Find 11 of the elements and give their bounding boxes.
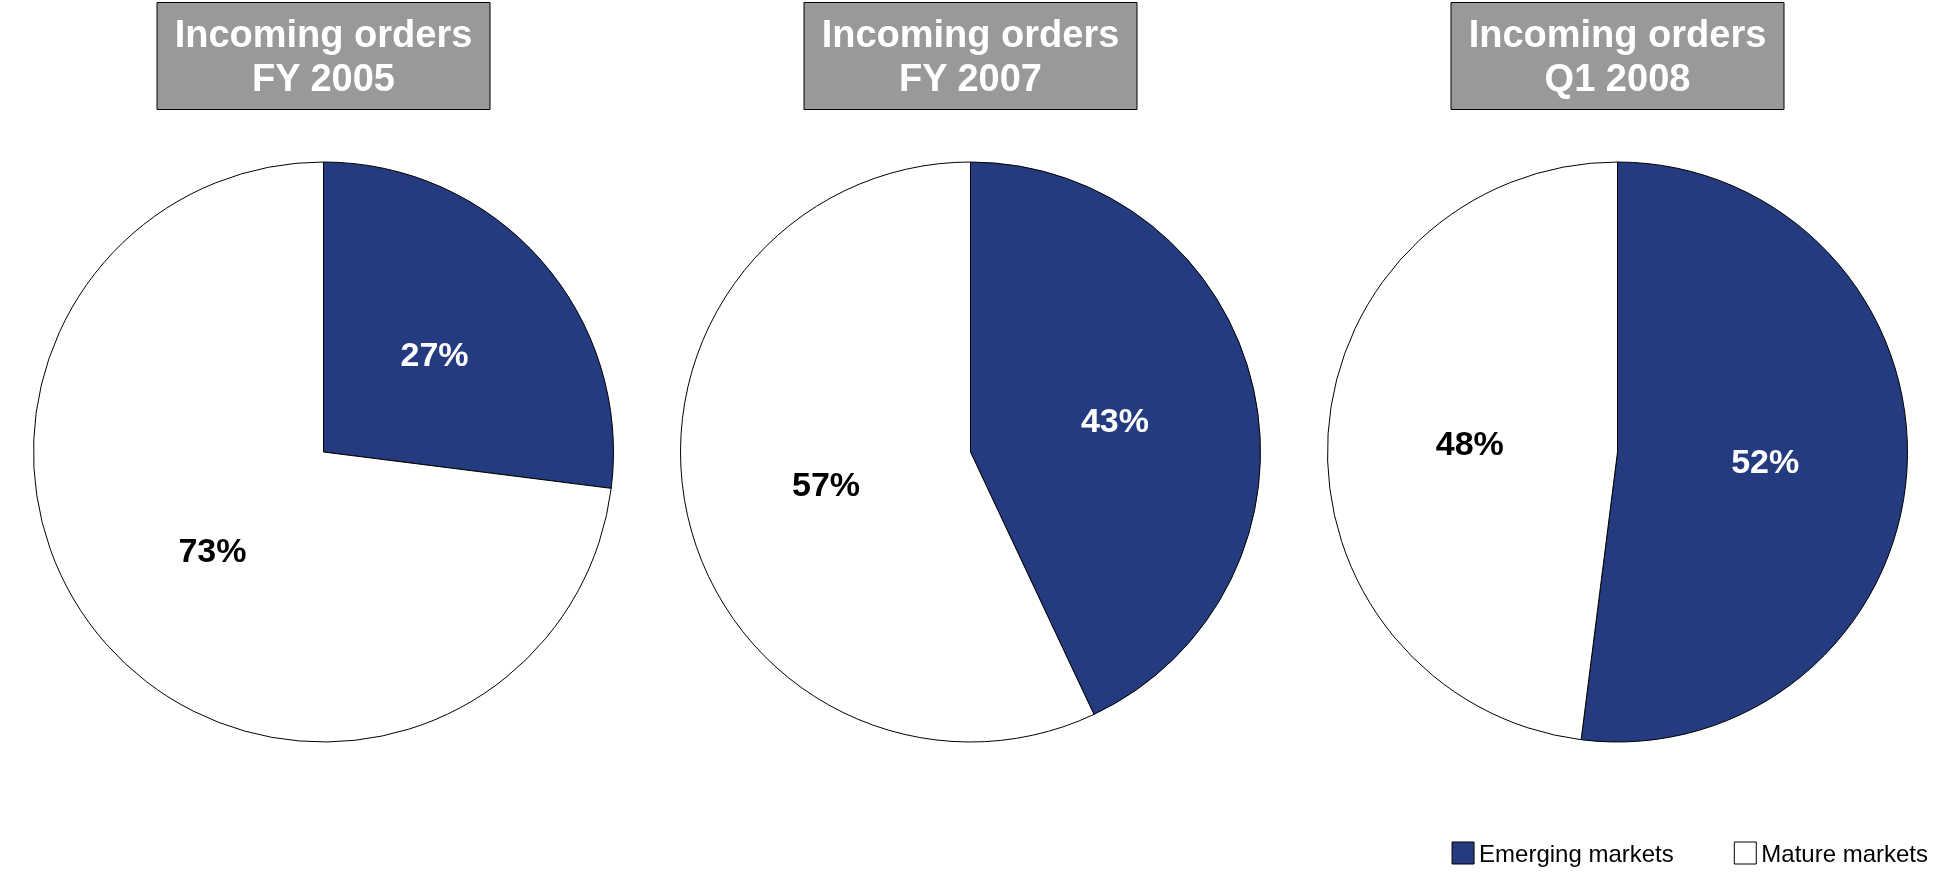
data-label: 73%	[178, 530, 247, 569]
data-label: 27%	[400, 335, 469, 374]
chart-title: Incoming orders FY 2007	[821, 13, 1120, 99]
data-label: 43%	[1080, 400, 1149, 439]
legend-label: Emerging markets	[1479, 839, 1674, 867]
chart-title: Incoming orders FY 2005	[174, 13, 473, 99]
legend-label: Mature markets	[1761, 839, 1929, 867]
data-label: 48%	[1435, 423, 1504, 462]
data-label: 52%	[1731, 442, 1800, 481]
data-label: 57%	[792, 465, 861, 504]
chart-title: Incoming orders Q1 2008	[1468, 13, 1767, 99]
